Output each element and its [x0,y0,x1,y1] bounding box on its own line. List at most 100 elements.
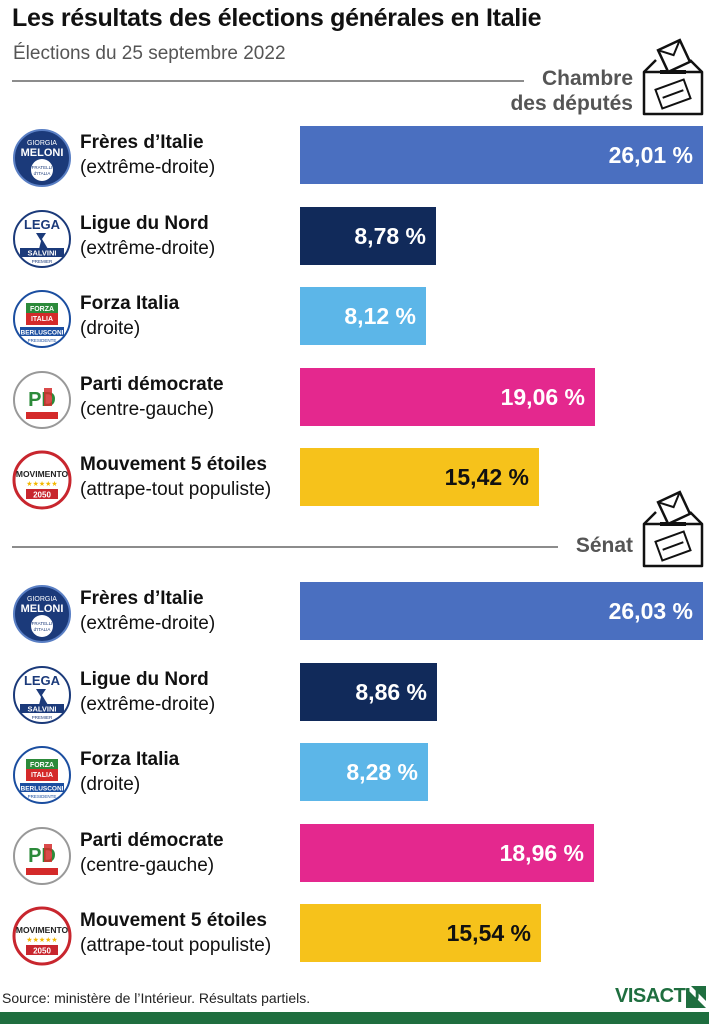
party-label: Forza Italia (droite) [80,747,179,797]
svg-text:FRATELLI: FRATELLI [32,621,53,626]
party-row-fdi: GIORGIA MELONI FRATELLI d'ITALIA Frères d’It… [0,582,709,643]
svg-text:SALVINI: SALVINI [27,248,56,257]
svg-text:FORZA: FORZA [30,306,54,313]
svg-text:FRATELLI: FRATELLI [32,165,53,170]
svg-text:BERLUSCONI: BERLUSCONI [21,786,64,793]
bar-pd: 19,06 % [300,367,595,426]
party-row-fdi: GIORGIA MELONI FRATELLI d'ITALIA Frères d’It… [0,126,709,187]
party-name: Frères d’Italie [80,132,204,153]
section-divider-chambre [12,80,524,82]
bar-lega: 8,78 % [300,206,436,265]
party-row-pd: PD Parti démocrate (centre-gauche) 19,06 % [0,367,709,429]
bar-fdi: 26,03 % [300,582,703,640]
svg-text:PREMIER: PREMIER [32,259,53,264]
party-row-pd: PD Parti démocrate (centre-gauche) 18,96 % [0,823,709,885]
party-row-lega: LEGA SALVINI PREMIER Ligue du Nord (extrême-… [0,206,709,268]
bar-value-label: 8,12 % [344,303,416,329]
party-orientation: (extrême-droite) [80,237,216,259]
party-orientation: (attrape-tout populiste) [80,479,272,500]
party-row-m5s: MOVIMENTO ★★★★★ 2050 Mouvement 5 étoiles (at… [0,448,709,510]
svg-text:PRESIDENTE: PRESIDENTE [28,338,57,343]
svg-text:MELONI: MELONI [21,603,64,615]
svg-text:MOVIMENTO: MOVIMENTO [16,925,69,935]
party-label: Ligue du Nord (extrême-droite) [80,211,215,261]
brand-logo: VISACTU [615,985,700,1007]
party-label: Mouvement 5 étoiles (attrape-tout populis… [80,452,271,502]
section-title-chambre-line2: des députés [510,92,633,115]
party-name: Forza Italia [80,749,180,770]
party-label: Mouvement 5 étoiles (attrape-tout populis… [80,908,271,958]
party-label: Parti démocrate (centre-gauche) [80,828,224,878]
ballot-box-icon [642,490,704,568]
party-orientation: (extrême-droite) [80,613,216,634]
bar-value-label: 26,03 % [608,598,693,624]
party-orientation: (attrape-tout populiste) [80,935,272,956]
pd-logo-icon: PD [13,370,71,429]
section-title-chambre: Chambre des députés [510,66,633,116]
svg-text:PREMIER: PREMIER [32,715,53,720]
party-name: Forza Italia [80,293,180,314]
pd-logo-icon: PD [13,826,71,885]
bar-lega: 8,86 % [300,662,437,721]
party-name: Parti démocrate [80,373,224,395]
party-orientation: (extrême-droite) [80,693,216,715]
m5s-logo-icon: MOVIMENTO★★★★★ 2050 [12,450,72,510]
bar-value-label: 15,42 % [444,464,529,490]
svg-text:FORZA: FORZA [30,762,54,769]
bar-value-label: 8,28 % [346,759,418,785]
party-label: Forza Italia (droite) [80,291,179,341]
section-divider-senat [12,546,558,548]
party-label: Ligue du Nord (extrême-droite) [80,667,215,717]
party-orientation: (extrême-droite) [80,157,216,178]
bar-value-label: 8,86 % [355,678,427,705]
svg-text:LEGA: LEGA [24,217,61,232]
bar-value-label: 18,96 % [499,839,584,866]
m5s-logo-icon: MOVIMENTO★★★★★ 2050 [12,906,72,966]
svg-text:ITALIA: ITALIA [31,772,53,779]
svg-text:SALVINI: SALVINI [27,704,56,713]
party-name: Ligue du Nord [80,212,209,234]
party-row-fi: FORZA ITALIA BERLUSCONI PRESIDENTE Forza Ita… [0,743,709,804]
party-row-fi: FORZA ITALIA BERLUSCONI PRESIDENTE Forza Ita… [0,287,709,348]
page-title: Les résultats des élections générales en… [12,4,542,32]
party-orientation: (droite) [80,774,141,795]
svg-text:PRESIDENTE: PRESIDENTE [28,794,57,799]
bar-value-label: 15,54 % [446,920,531,946]
party-orientation: (centre-gauche) [80,398,215,420]
bar-m5s: 15,54 % [300,904,541,962]
bar-value-label: 26,01 % [608,142,693,168]
bar-fdi: 26,01 % [300,126,703,184]
party-label: Frères d’Italie (extrême-droite) [80,130,215,180]
bar-fi: 8,12 % [300,287,426,345]
svg-text:GIORGIA: GIORGIA [27,596,57,603]
party-label: Parti démocrate (centre-gauche) [80,372,224,422]
section-title-senat: Sénat [575,534,633,557]
bar-value-label: 19,06 % [500,383,585,410]
svg-text:BERLUSCONI: BERLUSCONI [21,330,64,337]
bar-fi: 8,28 % [300,743,428,801]
bar-pd: 18,96 % [300,823,594,882]
party-row-lega: LEGA SALVINI PREMIER Ligue du Nord (extrême-… [0,662,709,724]
svg-text:LEGA: LEGA [24,673,61,688]
party-name: Parti démocrate [80,829,224,851]
svg-text:ITALIA: ITALIA [31,316,53,323]
party-orientation: (centre-gauche) [80,854,215,876]
bar-m5s: 15,42 % [300,448,539,506]
bar-value-label: 8,78 % [354,222,426,249]
ballot-box-icon [642,38,704,116]
page-subtitle: Élections du 25 septembre 2022 [13,43,286,64]
svg-text:2050: 2050 [33,947,51,956]
svg-text:d'ITALIA: d'ITALIA [34,627,51,632]
lega-logo-icon: LEGA SALVINI PREMIER [13,665,71,724]
lega-logo-icon: LEGA SALVINI PREMIER [13,209,71,268]
footer-band [0,1012,709,1024]
brand-mark-icon [686,986,706,1008]
svg-text:d'ITALIA: d'ITALIA [34,171,51,176]
section-title-chambre-line1: Chambre [541,67,633,90]
svg-text:MOVIMENTO: MOVIMENTO [16,469,69,479]
svg-text:GIORGIA: GIORGIA [27,140,57,147]
svg-text:★★★★★: ★★★★★ [26,936,57,944]
